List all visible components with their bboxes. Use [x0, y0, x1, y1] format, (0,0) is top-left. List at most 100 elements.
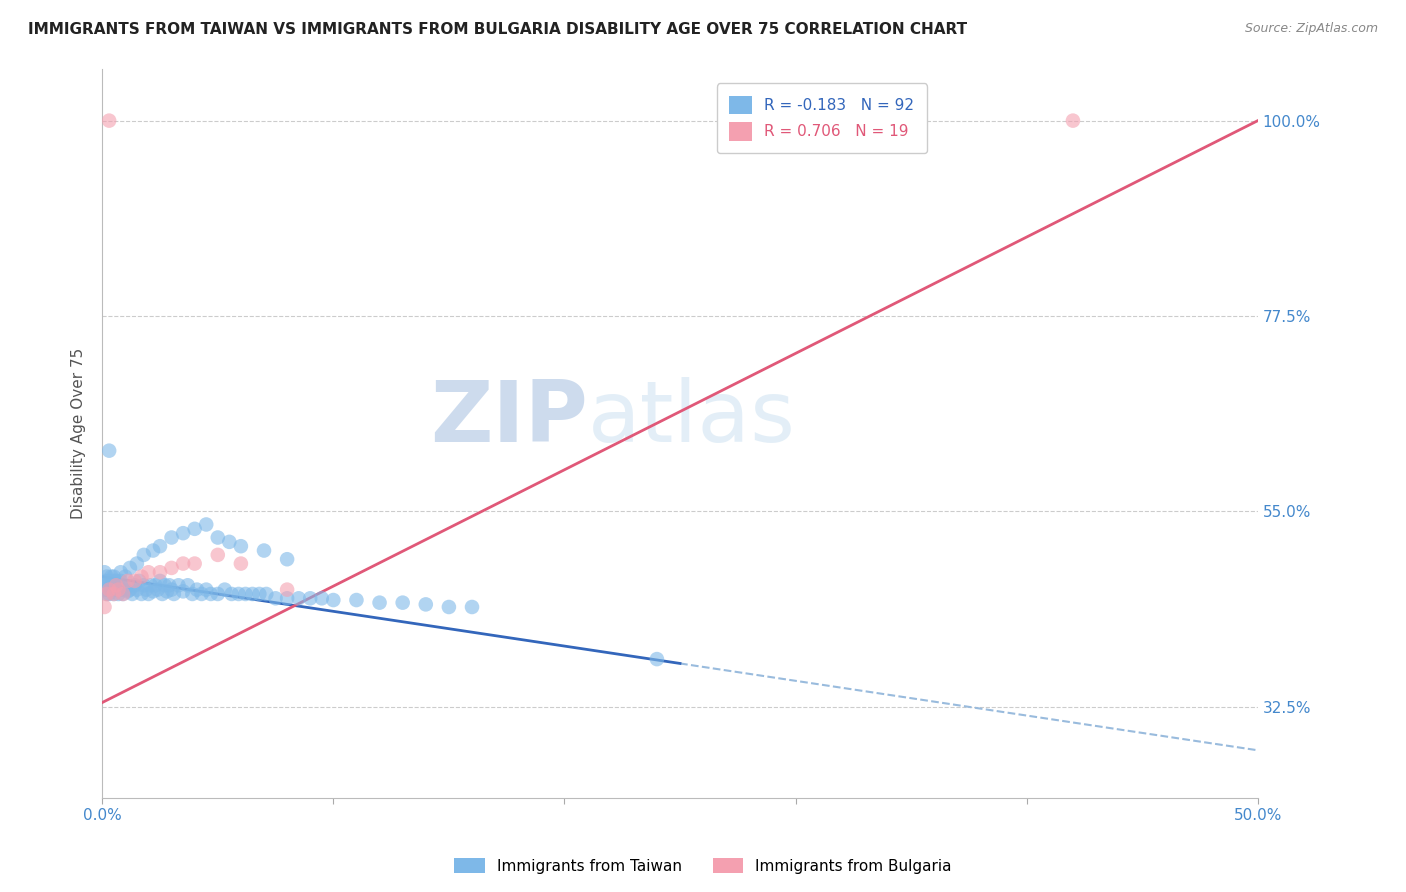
- Point: [195, 582, 218, 597]
- Point: [437, 599, 460, 614]
- Point: [111, 578, 134, 592]
- Point: [207, 587, 229, 601]
- Point: [253, 543, 276, 558]
- Point: [172, 557, 194, 571]
- Point: [132, 578, 155, 592]
- Point: [103, 569, 125, 583]
- Point: [131, 587, 153, 601]
- Point: [287, 591, 309, 606]
- Point: [98, 582, 121, 597]
- Point: [149, 574, 172, 588]
- Point: [221, 587, 243, 601]
- Point: [183, 557, 205, 571]
- Legend: Immigrants from Taiwan, Immigrants from Bulgaria: Immigrants from Taiwan, Immigrants from …: [449, 852, 957, 880]
- Point: [118, 561, 141, 575]
- Point: [146, 582, 169, 597]
- Point: [103, 587, 125, 601]
- Point: [103, 587, 125, 601]
- Point: [117, 584, 139, 599]
- Point: [391, 596, 413, 610]
- Point: [117, 574, 139, 588]
- Point: [105, 574, 128, 588]
- Point: [96, 587, 118, 601]
- Point: [186, 582, 208, 597]
- Point: [181, 587, 204, 601]
- Point: [160, 531, 183, 545]
- Point: [156, 584, 179, 599]
- Point: [368, 596, 391, 610]
- Point: [124, 578, 146, 592]
- Point: [114, 582, 136, 597]
- Point: [100, 582, 122, 597]
- Point: [207, 531, 229, 545]
- Point: [103, 574, 125, 588]
- Point: [110, 582, 132, 597]
- Point: [93, 582, 115, 597]
- Point: [195, 517, 218, 532]
- Y-axis label: Disability Age Over 75: Disability Age Over 75: [72, 348, 86, 519]
- Point: [264, 591, 287, 606]
- Point: [1062, 113, 1084, 128]
- Point: [322, 593, 344, 607]
- Point: [135, 582, 157, 597]
- Point: [218, 534, 240, 549]
- Point: [235, 587, 257, 601]
- Point: [103, 578, 125, 592]
- Point: [229, 557, 252, 571]
- Point: [121, 587, 143, 601]
- Point: [207, 548, 229, 562]
- Point: [645, 652, 668, 666]
- Point: [160, 561, 183, 575]
- Point: [96, 587, 118, 601]
- Point: [93, 566, 115, 580]
- Point: [93, 574, 115, 588]
- Point: [111, 587, 134, 601]
- Point: [157, 578, 180, 592]
- Point: [139, 578, 162, 592]
- Point: [114, 569, 136, 583]
- Point: [172, 584, 194, 599]
- Text: IMMIGRANTS FROM TAIWAN VS IMMIGRANTS FROM BULGARIA DISABILITY AGE OVER 75 CORREL: IMMIGRANTS FROM TAIWAN VS IMMIGRANTS FRO…: [28, 22, 967, 37]
- Point: [107, 582, 129, 597]
- Point: [98, 587, 121, 601]
- Point: [200, 587, 222, 601]
- Point: [96, 578, 118, 592]
- Point: [98, 582, 121, 597]
- Point: [461, 599, 484, 614]
- Point: [128, 574, 150, 588]
- Point: [100, 578, 122, 592]
- Point: [150, 587, 173, 601]
- Point: [98, 574, 121, 588]
- Point: [160, 582, 183, 597]
- Point: [96, 569, 118, 583]
- Point: [145, 578, 167, 592]
- Point: [142, 543, 165, 558]
- Point: [110, 574, 132, 588]
- Point: [132, 548, 155, 562]
- Point: [107, 578, 129, 592]
- Point: [110, 566, 132, 580]
- Point: [111, 587, 134, 601]
- Point: [228, 587, 250, 601]
- Point: [124, 574, 146, 588]
- Point: [98, 443, 121, 458]
- Point: [107, 587, 129, 601]
- Point: [105, 578, 128, 592]
- Text: Source: ZipAtlas.com: Source: ZipAtlas.com: [1244, 22, 1378, 36]
- Point: [118, 582, 141, 597]
- Point: [125, 557, 148, 571]
- Point: [276, 552, 298, 566]
- Point: [299, 591, 322, 606]
- Point: [138, 587, 160, 601]
- Point: [100, 569, 122, 583]
- Point: [229, 539, 252, 553]
- Point: [149, 539, 172, 553]
- Point: [153, 578, 176, 592]
- Point: [214, 582, 236, 597]
- Point: [138, 566, 160, 580]
- Point: [183, 522, 205, 536]
- Text: atlas: atlas: [588, 377, 796, 460]
- Point: [149, 566, 172, 580]
- Point: [172, 526, 194, 541]
- Point: [276, 582, 298, 597]
